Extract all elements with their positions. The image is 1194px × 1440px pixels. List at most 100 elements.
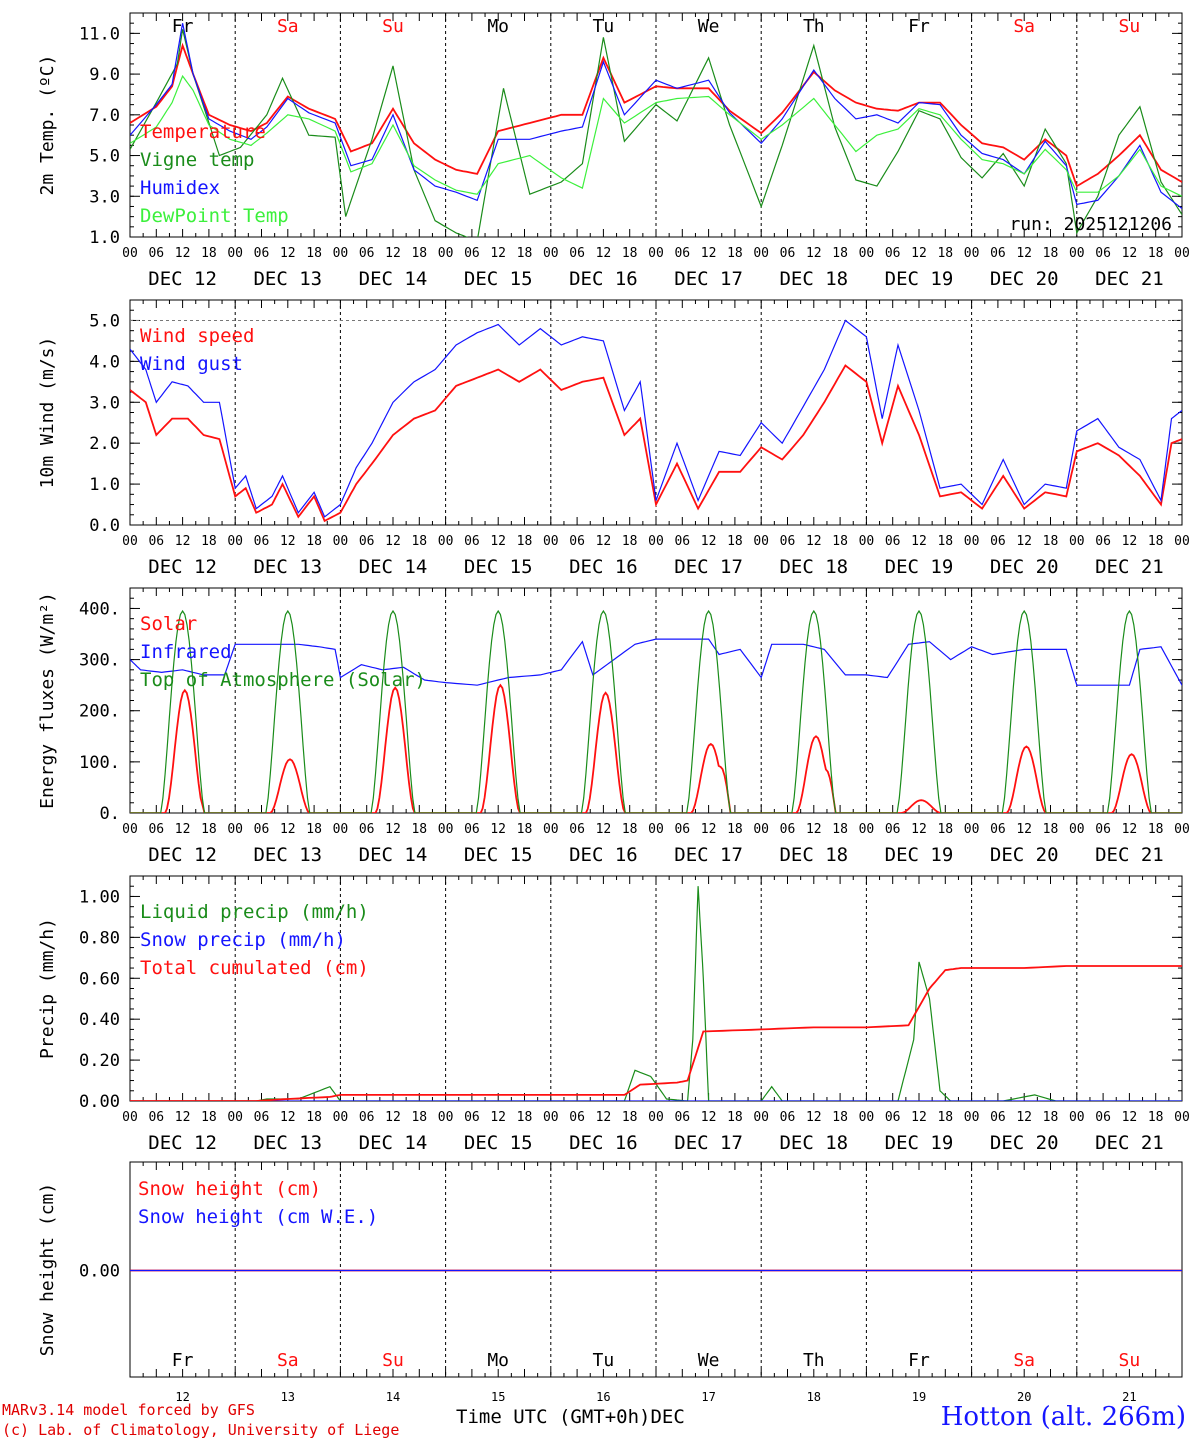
- day-name-label: Th: [803, 16, 825, 37]
- series-line-temperature: [130, 42, 1182, 188]
- day-number-label: 13: [281, 1390, 295, 1404]
- day-number-label: 20: [1017, 1390, 1031, 1404]
- legend-entry: Liquid precip (mm/h): [140, 901, 369, 923]
- hour-tick-label: 00: [543, 1110, 559, 1125]
- day-number-label: 17: [701, 1390, 715, 1404]
- date-label: DEC 18: [779, 844, 848, 866]
- hour-tick-label: 06: [885, 246, 901, 261]
- hour-tick-label: 12: [175, 1110, 191, 1125]
- hour-tick-label: 12: [280, 822, 296, 837]
- y-tick-label: 2.0: [89, 434, 120, 454]
- date-label: DEC 13: [253, 1132, 322, 1154]
- panel-frame: [129, 12, 1183, 238]
- hour-tick-label: 12: [596, 1110, 612, 1125]
- day-name-label: Mo: [487, 1350, 509, 1371]
- hour-tick-label: 12: [1122, 822, 1138, 837]
- hour-tick-label: 06: [464, 1110, 480, 1125]
- hour-tick-label: 18: [1043, 1110, 1059, 1125]
- hour-tick-label: 12: [1016, 246, 1032, 261]
- hour-tick-label: 12: [385, 534, 401, 549]
- hour-tick-label: 12: [1122, 246, 1138, 261]
- hour-tick-label: 18: [201, 246, 217, 261]
- hour-tick-label: 06: [148, 246, 164, 261]
- day-name-label: Sa: [277, 16, 299, 37]
- hour-tick-label: 00: [122, 1110, 138, 1125]
- y-tick-label: 400.: [79, 599, 120, 619]
- hour-tick-label: 06: [990, 534, 1006, 549]
- hour-tick-label: 00: [122, 246, 138, 261]
- date-label: DEC 18: [779, 556, 848, 578]
- panel-5: 0.00 Snow height (cm) Snow height (cm) Snow…: [37, 1161, 1183, 1404]
- hour-tick-label: 12: [1016, 534, 1032, 549]
- date-label: DEC 14: [359, 1132, 428, 1154]
- date-label: DEC 17: [674, 844, 743, 866]
- hour-tick-label: 18: [201, 534, 217, 549]
- hour-tick-label: 06: [148, 1110, 164, 1125]
- date-label: DEC 17: [674, 268, 743, 290]
- legend-entry: Humidex: [140, 177, 220, 199]
- day-name-label: Th: [803, 1350, 825, 1371]
- hour-tick-label: 00: [1069, 1110, 1085, 1125]
- hour-tick-label: 00: [648, 534, 664, 549]
- hour-tick-label: 00: [227, 534, 243, 549]
- hour-tick-label: 06: [359, 534, 375, 549]
- y-tick-label: 0.00: [79, 1262, 120, 1282]
- hour-tick-label: 18: [201, 822, 217, 837]
- day-name-label: Tu: [593, 1350, 615, 1371]
- hour-tick-label: 12: [280, 1110, 296, 1125]
- hour-tick-label: 06: [1095, 246, 1111, 261]
- hour-tick-label: 06: [569, 246, 585, 261]
- y-axis-label: 2m Temp. (ºC): [37, 55, 58, 196]
- series-line-top-of-atmosphere-solar-: [130, 609, 1182, 813]
- panel-frame: [129, 587, 1183, 814]
- hour-tick-label: 00: [648, 1110, 664, 1125]
- day-number-label: 12: [175, 1390, 189, 1404]
- legend-entry: Vigne temp: [140, 149, 254, 171]
- y-tick-label: 7.0: [89, 106, 120, 126]
- hour-tick-label: 12: [1122, 1110, 1138, 1125]
- hour-tick-label: 00: [1069, 822, 1085, 837]
- date-label: DEC 15: [464, 556, 533, 578]
- y-tick-label: 0.60: [79, 969, 120, 989]
- hour-tick-label: 00: [964, 246, 980, 261]
- hour-tick-label: 18: [411, 534, 427, 549]
- date-label: DEC 21: [1095, 844, 1164, 866]
- hour-tick-label: 00: [543, 246, 559, 261]
- hour-tick-label: 18: [411, 246, 427, 261]
- hour-tick-label: 18: [727, 822, 743, 837]
- hour-tick-label: 06: [254, 822, 270, 837]
- series-line-humidex: [130, 23, 1182, 209]
- hour-tick-label: 12: [490, 246, 506, 261]
- hour-tick-label: 18: [1043, 822, 1059, 837]
- hour-tick-label: 12: [385, 246, 401, 261]
- hour-tick-label: 06: [780, 1110, 796, 1125]
- day-name-label: Su: [382, 1350, 404, 1371]
- date-label: DEC 12: [148, 556, 217, 578]
- day-name-label: Su: [382, 16, 404, 37]
- model-credit-line1: MARv3.14 model forced by GFS: [2, 1401, 255, 1419]
- day-name-label: Fr: [908, 1350, 930, 1371]
- day-number-label: 14: [386, 1390, 400, 1404]
- hour-tick-label: 00: [648, 246, 664, 261]
- y-tick-label: 0.80: [79, 928, 120, 948]
- hour-tick-label: 18: [411, 1110, 427, 1125]
- y-axis-label: Precip (mm/h): [37, 918, 58, 1059]
- model-credit-line2: (c) Lab. of Climatology, University of L…: [2, 1421, 400, 1439]
- day-name-label: Sa: [1013, 16, 1035, 37]
- date-label: DEC 12: [148, 268, 217, 290]
- date-label: DEC 19: [885, 1132, 954, 1154]
- hour-tick-label: 06: [1095, 1110, 1111, 1125]
- day-number-label: 18: [807, 1390, 821, 1404]
- hour-tick-label: 12: [806, 246, 822, 261]
- date-label: DEC 12: [148, 1132, 217, 1154]
- date-label: DEC 16: [569, 844, 638, 866]
- hour-tick-label: 12: [911, 1110, 927, 1125]
- day-number-label: 15: [491, 1390, 505, 1404]
- day-name-label: Fr: [172, 1350, 194, 1371]
- hour-tick-label: 00: [438, 822, 454, 837]
- hour-tick-label: 06: [674, 1110, 690, 1125]
- hour-tick-label: 00: [543, 534, 559, 549]
- x-axis-title-text: Time UTC (GMT+0h): [456, 1406, 651, 1428]
- date-label: DEC 21: [1095, 1132, 1164, 1154]
- date-label: DEC 15: [464, 1132, 533, 1154]
